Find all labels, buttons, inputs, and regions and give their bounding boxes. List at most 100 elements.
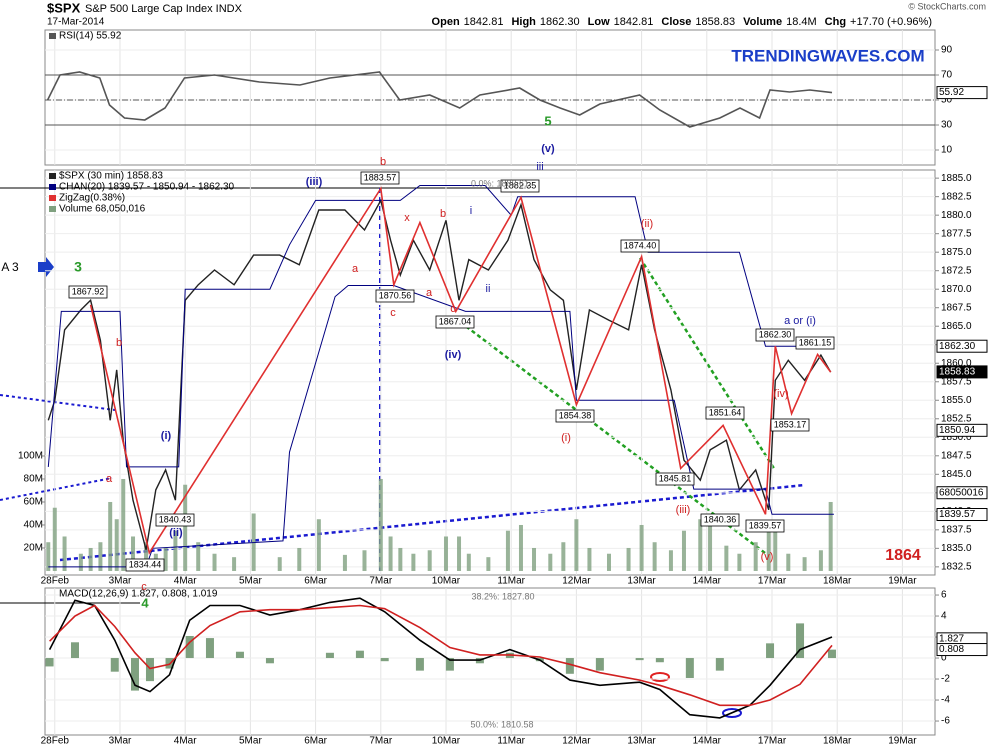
quote-value: +17.70 (+0.96%) bbox=[850, 16, 932, 28]
x-tick-label: 12Mar bbox=[562, 736, 591, 744]
volume-bar bbox=[652, 542, 657, 571]
quote-label: Chg bbox=[825, 16, 846, 28]
axis-tag-label: 55.92 bbox=[939, 87, 964, 98]
price-label-box bbox=[375, 289, 415, 303]
wave-label: (iii) bbox=[676, 504, 691, 516]
price-label-box bbox=[755, 328, 795, 342]
volume-bar bbox=[78, 553, 83, 571]
y2-tick-label: 100M bbox=[18, 451, 43, 462]
volume-bar bbox=[466, 553, 471, 571]
wave-label: ii bbox=[486, 283, 491, 295]
histogram-bar bbox=[655, 658, 664, 663]
x-tick-label: 5Mar bbox=[239, 736, 262, 744]
volume-bar bbox=[818, 550, 823, 571]
price-label: 1853.17 bbox=[774, 419, 807, 429]
x-tick-label: 3Mar bbox=[109, 576, 132, 587]
axis-tag-label: 1.827 bbox=[939, 633, 964, 644]
legend-swatch bbox=[49, 184, 56, 190]
y-tick-label: 30 bbox=[941, 120, 953, 131]
wave-label: i bbox=[470, 205, 472, 217]
price-label-box bbox=[500, 179, 540, 193]
histogram-bar bbox=[380, 658, 389, 662]
histogram-bar bbox=[70, 642, 79, 659]
histogram-bar bbox=[685, 658, 694, 678]
volume-bar bbox=[518, 524, 523, 571]
price-label-box bbox=[700, 513, 740, 527]
histogram-bar bbox=[565, 658, 574, 674]
volume-bar bbox=[212, 553, 217, 571]
date: 17-Mar-2014 bbox=[47, 17, 105, 28]
axis-tag-label: 1858.83 bbox=[939, 367, 976, 378]
price-label: 1845.81 bbox=[659, 473, 692, 483]
quote-value: 1842.81 bbox=[464, 16, 504, 28]
quote-label: High bbox=[511, 16, 536, 28]
price-label-box bbox=[68, 285, 108, 299]
x-tick-label: 13Mar bbox=[627, 736, 656, 744]
volume-tag-label: 68050016 bbox=[939, 487, 984, 498]
histogram-bar bbox=[325, 652, 334, 659]
volume-bar bbox=[639, 524, 644, 571]
price-label: 1861.15 bbox=[799, 337, 832, 347]
wave-label: 4 bbox=[141, 595, 149, 610]
panel-title: MACD(12,26,9) 1.827, 0.808, 1.019 bbox=[59, 589, 218, 600]
y-tick-label: 1855.0 bbox=[941, 395, 972, 406]
volume-bar bbox=[98, 542, 103, 571]
x-tick-label: 19Mar bbox=[888, 576, 917, 587]
volume-bar bbox=[505, 530, 510, 571]
volume-bar bbox=[786, 553, 791, 571]
quote-value: 1842.81 bbox=[614, 16, 654, 28]
volume-bar bbox=[532, 547, 537, 571]
volume-bar bbox=[561, 542, 566, 571]
histogram-bar bbox=[796, 623, 805, 659]
wave-label: (v) bbox=[541, 143, 555, 155]
wave-label: c bbox=[141, 581, 147, 593]
volume-bar bbox=[121, 478, 126, 571]
histogram-bar bbox=[145, 658, 154, 682]
x-tick-label: 19Mar bbox=[888, 736, 917, 744]
volume-bar bbox=[574, 519, 579, 571]
wave-label: A 3 bbox=[1, 260, 19, 274]
y-tick-label: 4 bbox=[941, 611, 947, 622]
price-label: 1839.57 bbox=[749, 520, 782, 530]
volume-bar bbox=[587, 547, 592, 571]
volume-bar bbox=[297, 547, 302, 571]
volume-bar bbox=[196, 542, 201, 571]
y-tick-label: 1847.5 bbox=[941, 450, 972, 461]
x-tick-label: 18Mar bbox=[823, 576, 852, 587]
price-label: 1854.38 bbox=[559, 410, 592, 420]
price-label-box bbox=[705, 406, 745, 420]
volume-bar bbox=[753, 542, 758, 571]
price-label: 1851.64 bbox=[709, 407, 742, 417]
y-tick-label: 1882.5 bbox=[941, 191, 972, 202]
volume-bar bbox=[232, 557, 237, 571]
wave-label: iii bbox=[536, 161, 543, 173]
price-label-box bbox=[745, 519, 785, 533]
y-tick-label: 1875.0 bbox=[941, 247, 972, 258]
wave-label: (ii) bbox=[641, 218, 653, 230]
volume-bar bbox=[362, 550, 367, 571]
trend-line bbox=[59, 483, 806, 562]
x-tick-label: 10Mar bbox=[432, 736, 461, 744]
volume-bar bbox=[62, 536, 67, 571]
y2-tick-label: 60M bbox=[24, 497, 43, 508]
volume-bar bbox=[388, 536, 393, 571]
wave-label: a bbox=[106, 473, 113, 485]
volume-bar bbox=[398, 547, 403, 571]
y-tick-label: 1845.0 bbox=[941, 469, 972, 480]
histogram-bar bbox=[110, 658, 119, 672]
y-tick-label: 1837.5 bbox=[941, 524, 972, 535]
wave-label: (i) bbox=[161, 430, 172, 442]
quote-value: 18.4M bbox=[786, 16, 817, 28]
volume-bar bbox=[378, 478, 383, 571]
wave-label: a bbox=[426, 287, 433, 299]
price-label: 1862.30 bbox=[759, 329, 792, 339]
volume-bar bbox=[773, 524, 778, 571]
x-tick-label: 17Mar bbox=[758, 576, 787, 587]
volume-bar bbox=[443, 536, 448, 571]
y-tick-label: -6 bbox=[941, 716, 950, 727]
x-tick-label: 6Mar bbox=[304, 576, 327, 587]
volume-bar bbox=[724, 545, 729, 571]
y2-tick-label: 20M bbox=[24, 543, 43, 554]
volume-bar bbox=[698, 519, 703, 571]
series-line bbox=[48, 597, 833, 719]
